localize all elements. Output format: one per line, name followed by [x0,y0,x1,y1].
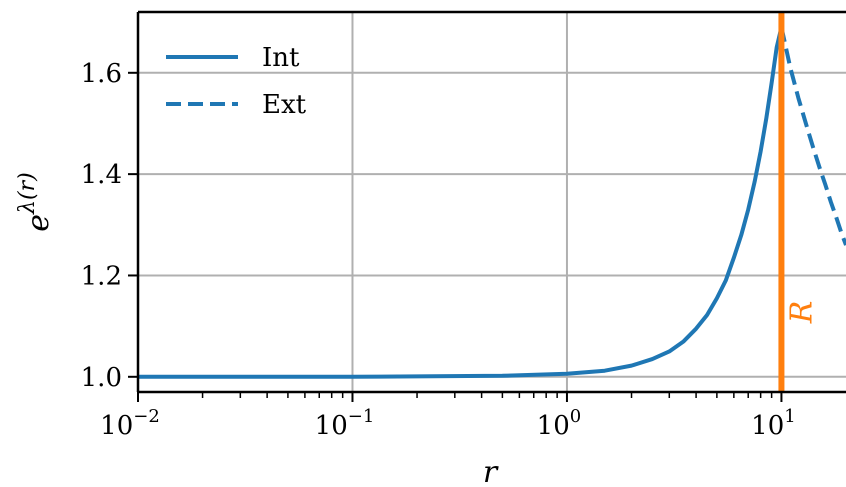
vline-layer: R [778,12,819,392]
y-tick-label: 1.4 [81,160,122,190]
x-tick-label: 101 [751,406,796,441]
series-line-ext [779,26,846,246]
y-axis-label: eλ(r) [15,172,56,231]
x-tick-label: 100 [537,406,582,441]
legend-label-ext: Ext [262,90,307,120]
ticks: 10−2 10−1 100 101 1.0 1.2 1.4 1.6 [81,59,796,441]
y-tick-label: 1.6 [81,59,122,89]
grid [137,12,846,392]
y-tick-label: 1.2 [81,261,122,291]
labels: r eλ(r) [15,172,499,487]
y-tick-label: 1.0 [81,363,122,393]
axes [136,10,846,394]
series-layer [138,26,846,379]
x-tick-label: 10−1 [315,406,375,441]
radius-label: R [784,301,819,325]
legend-label-int: Int [262,43,300,73]
legend: Int Ext [166,43,307,120]
series-line-int [138,26,784,379]
x-tick-label: 10−2 [100,406,160,441]
x-axis-label: r [483,455,499,487]
